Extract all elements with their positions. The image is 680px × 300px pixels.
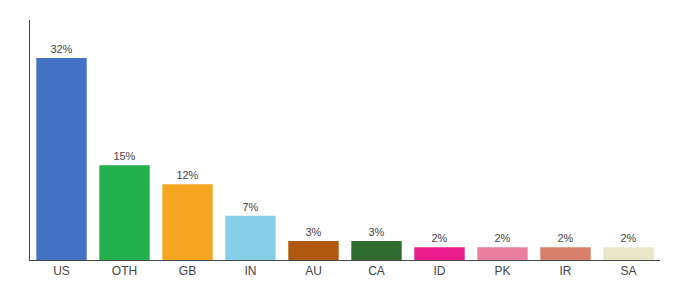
svg-text:32%: 32% [50, 43, 72, 55]
svg-text:2%: 2% [431, 232, 447, 244]
svg-text:GB: GB [179, 264, 196, 278]
svg-text:2%: 2% [620, 232, 636, 244]
svg-text:IR: IR [560, 264, 572, 278]
svg-text:OTH: OTH [112, 264, 137, 278]
svg-text:15%: 15% [113, 150, 135, 162]
svg-text:PK: PK [494, 264, 510, 278]
svg-text:3%: 3% [368, 226, 384, 238]
svg-text:2%: 2% [557, 232, 573, 244]
svg-text:AU: AU [305, 264, 322, 278]
svg-text:12%: 12% [176, 169, 198, 181]
svg-text:IN: IN [245, 264, 257, 278]
svg-text:US: US [53, 264, 70, 278]
svg-text:2%: 2% [494, 232, 510, 244]
svg-text:SA: SA [620, 264, 636, 278]
svg-text:7%: 7% [242, 201, 258, 213]
svg-text:CA: CA [368, 264, 385, 278]
svg-text:3%: 3% [305, 226, 321, 238]
svg-text:ID: ID [434, 264, 446, 278]
